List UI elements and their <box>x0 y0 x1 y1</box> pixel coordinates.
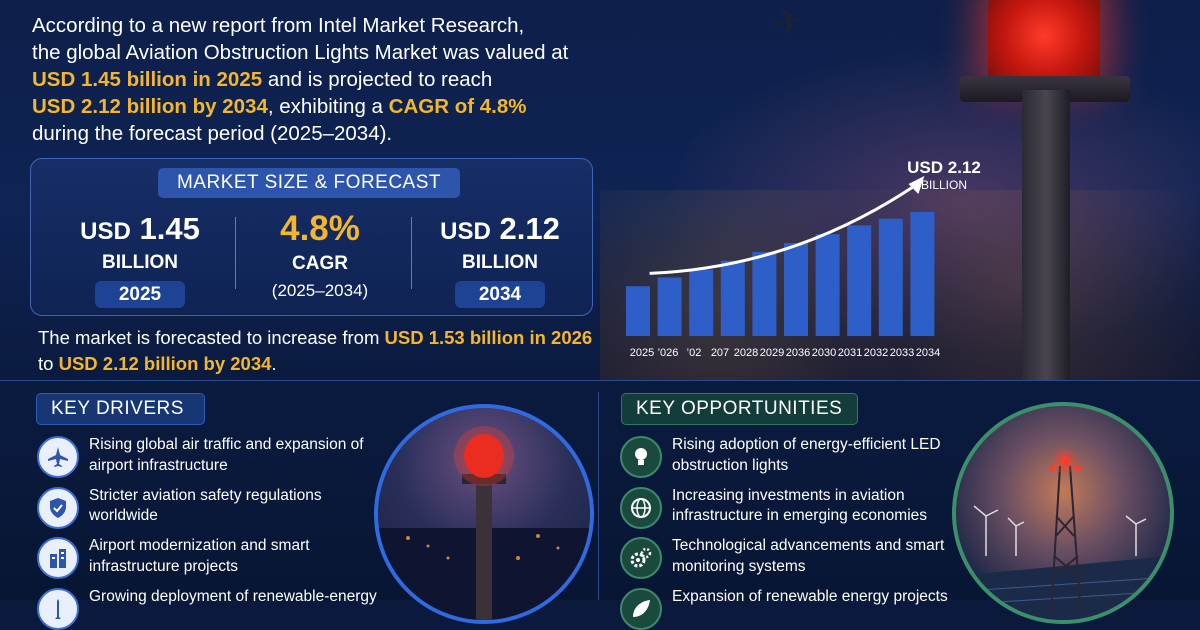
tower-photo-icon <box>378 426 590 620</box>
market-growth-chart: 2025’026’02 207 2028 2029 2036 2030 2031 2032 20… <box>626 158 981 359</box>
currency-label: USD <box>440 218 491 245</box>
section-divider <box>598 392 599 600</box>
x-tick-label: 2036 <box>786 347 810 359</box>
bar-2026 <box>657 277 682 336</box>
intro-fragment: , exhibiting a <box>267 95 389 118</box>
forecast-highlight: USD 1.53 billion in 2026 <box>384 327 593 348</box>
divider <box>411 217 412 289</box>
obstruction-light-icon <box>988 0 1100 80</box>
bar-2033 <box>878 218 903 336</box>
bar-2031 <box>815 234 840 336</box>
bar-2032 <box>847 225 872 336</box>
tower-icon <box>37 587 79 630</box>
list-item-text: Expansion of renewable energy projects <box>672 587 948 605</box>
bar-2034 <box>910 212 935 336</box>
list-item: Technological advancements and smart mon… <box>620 535 960 579</box>
x-tick-label: 2030 <box>812 347 836 359</box>
key-drivers-header: KEY DRIVERS <box>36 393 205 425</box>
unit-label: BILLION <box>462 252 538 273</box>
list-item-text: Rising adoption of energy-efficient LED … <box>672 436 941 474</box>
building-icon <box>37 537 79 579</box>
currency-label: USD <box>80 218 131 245</box>
list-item-text: Airport modernization and smart infrastr… <box>89 537 310 575</box>
list-item: Stricter aviation safety regulations wor… <box>37 485 377 529</box>
intro-highlight: CAGR of 4.8% <box>388 95 527 118</box>
growth-arrow <box>649 184 916 275</box>
chart-annotation-unit: BILLION <box>921 178 967 192</box>
x-tick-label: 2025 <box>630 347 654 359</box>
leaf-icon <box>620 587 662 630</box>
list-item: Rising global air traffic and expansion … <box>37 434 377 478</box>
bar-2027 <box>689 269 714 336</box>
intro-line: USD 1.45 billion in 2025 and is projecte… <box>32 66 602 93</box>
cagr-label: CAGR <box>292 253 348 274</box>
x-tick-label: ’02 <box>687 347 702 359</box>
x-tick-label: 207 <box>711 347 729 359</box>
bar-2025 <box>626 286 650 336</box>
x-tick-label: 2031 <box>838 347 862 359</box>
list-item-text: Increasing investments in aviation infra… <box>672 486 928 525</box>
market-2025-block: USD 1.45 BILLION 2025 <box>60 210 220 308</box>
forecast-fragment: The market is forecasted to increase fro… <box>38 327 385 348</box>
forecast-fragment: to <box>38 353 59 374</box>
market-size-title: MARKET SIZE & FORECAST <box>158 168 460 198</box>
list-item: Rising adoption of energy-efficient LED … <box>620 434 960 478</box>
unit-label: BILLION <box>102 252 178 273</box>
obstruction-light-photo <box>374 404 594 624</box>
list-item: Increasing investments in aviation infra… <box>620 485 960 529</box>
x-tick-label: ’026 <box>658 347 679 359</box>
list-item-text: Growing deployment of renewable-energy <box>89 587 377 605</box>
list-item: Expansion of renewable energy projects <box>620 586 960 630</box>
intro-line: USD 2.12 billion by 2034, exhibiting a C… <box>32 93 602 120</box>
forecast-fragment: . <box>271 353 277 374</box>
x-tick-label: 2032 <box>864 347 888 359</box>
intro-line: According to a new report from Intel Mar… <box>32 14 525 37</box>
section-divider <box>0 380 1200 381</box>
intro-line: during the forecast period (2025–2034). <box>32 122 393 145</box>
x-tick-label: 2028 <box>734 347 758 359</box>
intro-fragment: and is projected to reach <box>262 68 493 91</box>
cagr-block: 4.8% CAGR (2025–2034) <box>250 210 390 303</box>
bar-2030 <box>784 243 808 336</box>
year-badge-2025: 2025 <box>95 281 185 308</box>
key-opportunities-header: KEY OPPORTUNITIES <box>621 393 858 425</box>
x-tick-label: 2029 <box>760 347 784 359</box>
airplane-icon <box>37 436 79 478</box>
lightbulb-icon <box>620 436 662 478</box>
forecast-text: The market is forecasted to increase fro… <box>38 325 598 377</box>
year-badge-2034: 2034 <box>455 281 545 308</box>
cagr-value: 4.8% <box>280 209 360 248</box>
cagr-period: (2025–2034) <box>271 281 369 300</box>
list-item-text: Rising global air traffic and expansion … <box>89 436 364 474</box>
list-item-text: Technological advancements and smart mon… <box>672 537 945 575</box>
intro-text: According to a new report from Intel Mar… <box>32 12 602 147</box>
airplane-silhouette-icon: ✈ <box>769 0 807 47</box>
divider <box>235 217 236 289</box>
x-tick-label: 2034 <box>916 347 940 359</box>
globe-icon <box>620 486 662 529</box>
wind-tower-photo-icon <box>956 449 1170 620</box>
forecast-highlight: USD 2.12 billion by 2034 <box>58 353 272 374</box>
tower-mast <box>1022 90 1070 380</box>
intro-highlight: USD 1.45 billion in 2025 <box>32 68 263 91</box>
intro-line: the global Aviation Obstruction Lights M… <box>32 41 569 64</box>
shield-icon <box>37 486 79 529</box>
bar-2028 <box>720 260 745 336</box>
growth-arrow-head <box>908 176 925 194</box>
market-value-2025: 1.45 <box>139 211 200 246</box>
wind-farm-tower-photo <box>952 402 1174 624</box>
list-item: Airport modernization and smart infrastr… <box>37 535 377 579</box>
x-tick-label: 2033 <box>890 347 914 359</box>
intro-highlight: USD 2.12 billion by 2034 <box>32 95 268 118</box>
market-value-2034: 2.12 <box>499 211 560 246</box>
gears-icon <box>620 537 662 579</box>
list-item-text: Stricter aviation safety regulations wor… <box>89 486 322 525</box>
market-2034-block: USD 2.12 BILLION 2034 <box>420 210 580 308</box>
chart-annotation-value: USD 2.12 <box>907 158 981 177</box>
list-item: Growing deployment of renewable-energy <box>37 586 377 630</box>
bar-2029 <box>752 251 777 336</box>
